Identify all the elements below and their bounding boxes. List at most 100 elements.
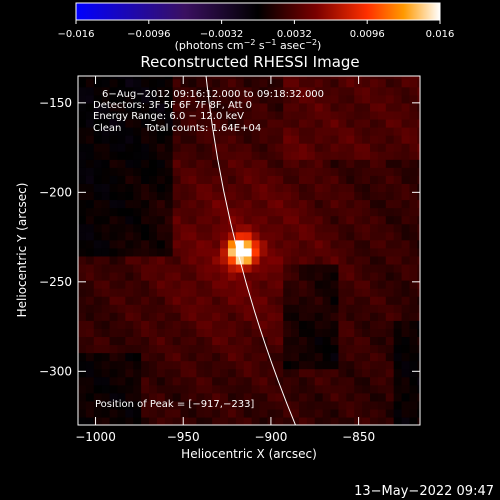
heatmap-cell	[204, 110, 213, 120]
heatmap-cell	[141, 247, 150, 257]
heatmap-cell	[227, 76, 237, 80]
heatmap-cell	[204, 384, 213, 394]
heatmap-cell	[409, 312, 418, 321]
heatmap-cell	[93, 352, 103, 362]
heatmap-cell	[164, 247, 174, 257]
heatmap-cell	[141, 288, 150, 297]
heatmap-cell	[243, 400, 253, 410]
heatmap-cell	[133, 143, 142, 152]
heatmap-cell	[243, 159, 253, 168]
heatmap-cell	[259, 175, 269, 184]
heatmap-cell	[235, 376, 245, 386]
heatmap-cell	[251, 263, 261, 273]
heatmap-cell	[283, 352, 292, 362]
heatmap-cell	[141, 336, 150, 346]
heatmap-cell	[204, 368, 213, 378]
heatmap-cell	[291, 199, 300, 209]
heatmap-cell	[235, 127, 245, 136]
heatmap-cell	[196, 191, 205, 201]
heatmap-cell	[125, 408, 134, 418]
heatmap-cell	[196, 86, 205, 96]
heatmap-cell	[141, 135, 150, 144]
heatmap-cell	[117, 320, 126, 329]
heatmap-cell	[227, 127, 237, 136]
heatmap-cell	[196, 231, 205, 241]
heatmap-cell	[212, 392, 221, 402]
heatmap-cell	[117, 239, 126, 249]
heatmap-cell	[220, 247, 229, 257]
heatmap-cell	[220, 135, 229, 144]
heatmap-cell	[188, 400, 197, 410]
heatmap-cell	[172, 183, 182, 193]
heatmap-cell	[330, 231, 340, 241]
heatmap-cell	[275, 416, 284, 425]
heatmap-cell	[251, 296, 261, 305]
heatmap-cell	[101, 175, 111, 184]
heatmap-cell	[180, 247, 190, 257]
heatmap-cell	[251, 143, 261, 152]
heatmap-cell	[251, 247, 261, 257]
heatmap-cell	[393, 223, 403, 233]
heatmap-cell	[322, 360, 332, 370]
heatmap-cell	[385, 320, 395, 329]
heatmap-cell	[409, 296, 418, 305]
heatmap-cell	[85, 118, 95, 128]
heatmap-cell	[259, 183, 269, 193]
heatmap-cell	[109, 352, 119, 362]
heatmap-cell	[417, 135, 420, 144]
heatmap-cell	[314, 207, 324, 217]
heatmap-cell	[78, 143, 87, 152]
heatmap-cell	[235, 118, 245, 128]
heatmap-cell	[354, 231, 363, 241]
heatmap-cell	[275, 223, 284, 233]
heatmap-cell	[172, 296, 182, 305]
heatmap-cell	[164, 127, 174, 136]
heatmap-cell	[243, 408, 253, 418]
heatmap-cell	[385, 416, 395, 425]
heatmap-cell	[188, 360, 197, 370]
heatmap-cell	[156, 288, 166, 297]
heatmap-cell	[101, 263, 111, 273]
heatmap-cell	[417, 408, 420, 418]
heatmap-cell	[314, 231, 324, 241]
heatmap-cell	[322, 231, 332, 241]
heatmap-cell	[117, 280, 126, 289]
heatmap-cell	[125, 94, 134, 104]
heatmap-cell	[322, 76, 332, 80]
heatmap-cell	[409, 352, 418, 362]
heatmap-cell	[330, 215, 340, 225]
heatmap-cell	[291, 360, 300, 370]
heatmap-cell	[338, 102, 347, 112]
heatmap-cell	[346, 94, 355, 104]
heatmap-cell	[259, 223, 269, 233]
heatmap-cell	[172, 255, 182, 265]
heatmap-cell	[377, 86, 387, 96]
heatmap-cell	[85, 288, 95, 297]
heatmap-cell	[196, 344, 205, 354]
heatmap-cell	[306, 416, 316, 425]
heatmap-cell	[338, 336, 347, 346]
heatmap-cell	[283, 223, 292, 233]
heatmap-cell	[370, 304, 379, 313]
heatmap-cell	[212, 271, 221, 281]
heatmap-cell	[275, 94, 284, 104]
heatmap-cell	[330, 360, 340, 370]
heatmap-cell	[196, 263, 205, 273]
heatmap-cell	[101, 304, 111, 313]
heatmap-cell	[133, 78, 142, 88]
heatmap-cell	[220, 175, 229, 184]
heatmap-cell	[362, 135, 371, 144]
heatmap-cell	[180, 76, 190, 80]
heatmap-cell	[283, 159, 292, 168]
heatmap-cell	[117, 392, 126, 402]
heatmap-cell	[85, 312, 95, 321]
heatmap-cell	[298, 416, 308, 425]
heatmap-cell	[259, 320, 269, 329]
heatmap-cell	[188, 191, 197, 201]
heatmap-cell	[78, 215, 87, 225]
heatmap-cell	[417, 76, 420, 80]
heatmap-cell	[235, 271, 245, 281]
heatmap-cell	[417, 344, 420, 354]
heatmap-cell	[196, 110, 205, 120]
heatmap-cell	[291, 110, 300, 120]
